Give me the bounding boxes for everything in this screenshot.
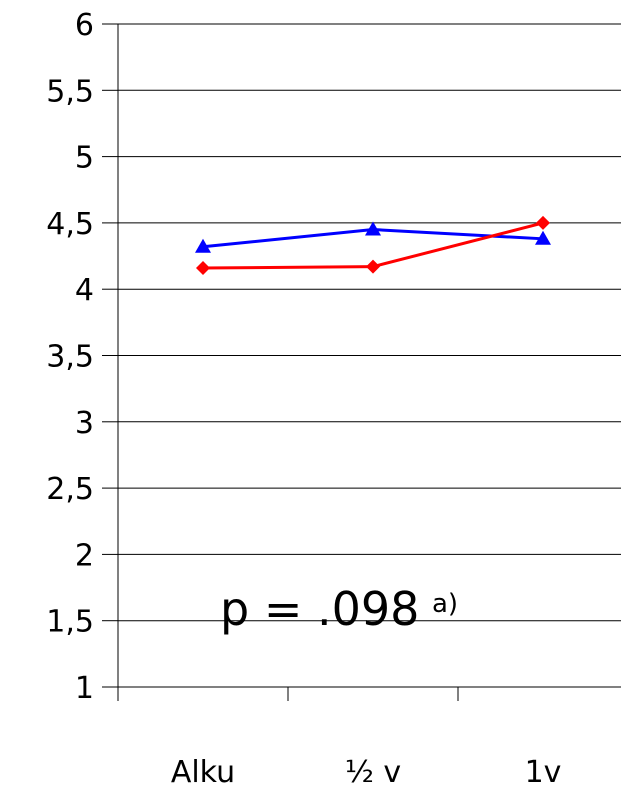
y-tick-label: 4	[75, 273, 94, 308]
y-tick-label: 2	[75, 538, 94, 573]
series-1	[195, 221, 551, 253]
y-tick-label: 1,5	[46, 605, 94, 640]
y-tick-label: 4,5	[46, 207, 94, 242]
y-tick-label: 5,5	[46, 74, 94, 109]
x-tick-label: Alku	[171, 755, 235, 788]
x-tick-label: 1v	[525, 755, 562, 788]
data-point	[535, 230, 551, 245]
y-tick-label: 6	[75, 8, 94, 43]
p-value-footnote-marker: a)	[432, 589, 458, 619]
y-tick-label: 2,5	[46, 472, 94, 507]
data-point	[366, 259, 380, 274]
y-tick-label: 3	[75, 406, 94, 441]
data-point	[196, 260, 210, 275]
data-point	[195, 238, 211, 253]
data-point	[536, 215, 550, 230]
y-tick-labels: 1 1,5 2 2,5 3 3,5 4 4,5 5 5,5 6	[46, 8, 94, 706]
x-tick-labels: Alku ½ v 1v	[171, 755, 562, 788]
gridlines	[118, 23, 621, 622]
series-2	[196, 215, 550, 275]
y-tick-label: 5	[75, 141, 94, 176]
y-tick-label: 1	[75, 671, 94, 706]
axes	[102, 23, 621, 701]
series-group	[195, 215, 551, 275]
y-tick-label: 3,5	[46, 340, 94, 375]
data-point	[365, 221, 381, 236]
x-tick-label: ½ v	[345, 755, 401, 788]
p-value-annotation: p = .098	[220, 582, 419, 636]
